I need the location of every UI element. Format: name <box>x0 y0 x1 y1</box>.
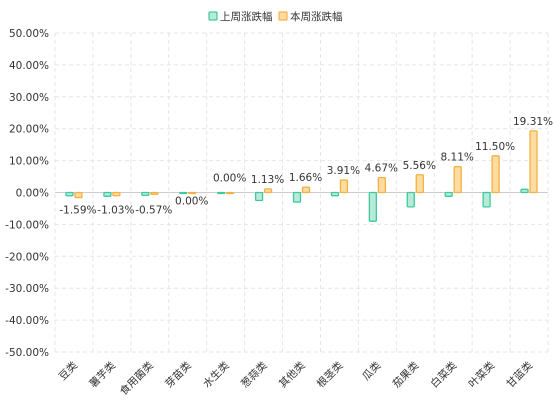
x-tick-label: 叶菜类 <box>466 359 498 391</box>
bar-this-week[interactable] <box>188 191 197 195</box>
bar-last-week[interactable] <box>406 191 415 208</box>
data-label: 1.13% <box>251 174 284 186</box>
x-tick-label: 水生类 <box>200 359 232 391</box>
data-label: 8.11% <box>441 152 474 164</box>
data-label: 11.50% <box>475 141 515 153</box>
data-label: 19.31% <box>513 116 553 128</box>
y-tick-label: -10.00% <box>5 219 49 231</box>
y-tick-label: -40.00% <box>5 315 49 327</box>
bar-this-week[interactable] <box>377 176 386 194</box>
data-label: 1.66% <box>289 172 322 184</box>
y-tick-label: 20.00% <box>9 124 49 136</box>
y-tick-label: 40.00% <box>9 60 49 72</box>
bar-this-week[interactable] <box>415 174 424 194</box>
y-tick-label: -30.00% <box>5 283 49 295</box>
y-tick-label: 30.00% <box>9 92 49 104</box>
data-label: -1.59% <box>59 205 96 217</box>
bar-last-week[interactable] <box>65 191 74 197</box>
bar-last-week[interactable] <box>520 188 529 194</box>
legend-label-last-week: 上周涨跌幅 <box>220 10 273 23</box>
bar-last-week[interactable] <box>368 191 377 222</box>
y-tick-label: 50.00% <box>9 28 49 40</box>
data-label: 0.00% <box>175 196 208 208</box>
legend-swatch-this-week <box>278 11 288 21</box>
bar-last-week[interactable] <box>330 191 340 197</box>
data-label: 5.56% <box>403 160 436 172</box>
bar-last-week[interactable] <box>217 191 226 195</box>
x-tick-label: 芽苗类 <box>162 359 194 391</box>
y-tick-label: 0.00% <box>16 188 49 200</box>
legend[interactable]: 上周涨跌幅 本周涨跌幅 <box>208 10 343 23</box>
y-tick-label: 10.00% <box>9 156 49 168</box>
x-tick-label: 其他类 <box>276 359 308 391</box>
bar-this-week[interactable] <box>112 191 121 197</box>
x-tick-label: 根茎类 <box>314 359 346 391</box>
bar-this-week[interactable] <box>301 186 311 194</box>
x-tick-label: 薯芋类 <box>87 359 119 391</box>
bar-last-week[interactable] <box>482 191 491 208</box>
grid <box>54 32 549 353</box>
bar-last-week[interactable] <box>444 191 453 197</box>
data-label: 4.67% <box>365 163 398 175</box>
bar-this-week[interactable] <box>339 179 349 194</box>
x-tick-label: 瓜类 <box>359 359 383 383</box>
bar-this-week[interactable] <box>150 191 159 195</box>
bar-this-week[interactable] <box>74 191 83 199</box>
x-tick-label: 甘蓝类 <box>504 359 536 391</box>
bar-this-week[interactable] <box>263 188 273 194</box>
bars <box>65 130 538 222</box>
x-tick-label: 茄果类 <box>390 359 422 391</box>
bar-last-week[interactable] <box>179 191 188 195</box>
x-tick-label: 葱蒜类 <box>238 359 270 391</box>
x-tick-label: 白菜类 <box>428 359 460 391</box>
data-label: 0.00% <box>213 173 246 185</box>
data-labels: -1.59% -1.03% -0.57%0.00%0.00% 1.13% 1.66%3.… <box>59 116 553 217</box>
y-tick-label: -20.00% <box>5 251 49 263</box>
bar-last-week[interactable] <box>103 191 112 197</box>
bar-last-week[interactable] <box>141 191 150 197</box>
data-label: -1.03% <box>97 205 134 217</box>
data-label: -0.57% <box>135 205 172 217</box>
y-tick-label: -50.00% <box>5 347 49 359</box>
bar-this-week[interactable] <box>529 130 538 194</box>
bar-this-week[interactable] <box>226 191 235 195</box>
y-axis: 50.00% 40.00% 30.00% 20.00% 10.00% 0.00% -10.0… <box>5 28 49 359</box>
bar-this-week[interactable] <box>491 155 500 194</box>
bar-last-week[interactable] <box>292 191 302 203</box>
bar-last-week[interactable] <box>254 191 264 202</box>
legend-swatch-last-week <box>208 11 218 21</box>
x-axis: 豆类 薯芋类 食用菌类 芽苗类 水生类 葱蒜类 其他类 根茎类 瓜类 茄果类 白菜类 叶菜类 甘蓝类 <box>56 359 535 398</box>
legend-label-this-week: 本周涨跌幅 <box>290 10 343 23</box>
data-label: 3.91% <box>327 165 360 177</box>
x-tick-label: 食用菌类 <box>117 359 156 398</box>
x-tick-label: 豆类 <box>56 359 80 383</box>
bar-this-week[interactable] <box>453 165 462 194</box>
